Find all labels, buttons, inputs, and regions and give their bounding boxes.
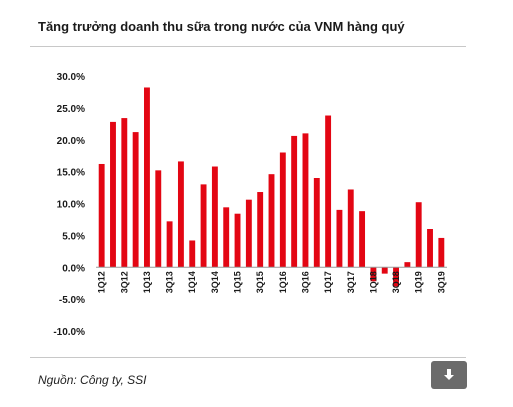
y-tick-label: 25.0% bbox=[57, 104, 85, 115]
y-tick-label: 20.0% bbox=[57, 136, 85, 147]
x-tick-label: 1Q19 bbox=[414, 271, 424, 293]
x-tick-label: 3Q16 bbox=[300, 271, 310, 293]
x-tick-label: 3Q18 bbox=[391, 271, 401, 293]
bar-3Q14 bbox=[211, 166, 218, 268]
bar-3Q19 bbox=[438, 237, 445, 268]
bar-1Q19 bbox=[415, 202, 422, 268]
bar-3Q17 bbox=[347, 189, 354, 268]
x-tick-label: 1Q15 bbox=[233, 271, 243, 293]
download-button[interactable] bbox=[431, 361, 467, 389]
source-note: Nguồn: Công ty, SSI bbox=[38, 373, 147, 387]
bar-4Q17 bbox=[359, 211, 366, 268]
y-tick-label: 30.0% bbox=[57, 72, 85, 83]
y-tick-label: 15.0% bbox=[57, 168, 85, 179]
top-divider bbox=[30, 46, 466, 47]
bar-2Q13 bbox=[155, 170, 162, 268]
bar-1Q12 bbox=[98, 163, 105, 268]
y-tick-label: -5.0% bbox=[59, 295, 85, 306]
x-tick-label: 3Q14 bbox=[210, 271, 220, 293]
bar-4Q12 bbox=[132, 132, 139, 268]
x-tick-label: 3Q19 bbox=[436, 271, 446, 293]
bar-3Q15 bbox=[257, 192, 264, 268]
bar-1Q17 bbox=[325, 115, 332, 268]
y-tick-label: 5.0% bbox=[62, 231, 85, 242]
bar-4Q15 bbox=[268, 174, 275, 268]
bar-1Q13 bbox=[144, 87, 150, 268]
bar-1Q16 bbox=[279, 152, 286, 268]
x-axis: 1Q12 3Q12 1Q13 3Q13 1Q14 3Q14 1Q15 3Q15 1Q16 3Q16… bbox=[96, 266, 447, 293]
download-arrow-icon bbox=[444, 369, 454, 380]
x-tick-label: 1Q18 bbox=[368, 271, 378, 293]
x-tick-label: 3Q15 bbox=[255, 271, 265, 293]
x-tick-label: 1Q16 bbox=[278, 271, 288, 293]
bar-3Q16 bbox=[302, 133, 309, 268]
x-tick-label: 1Q17 bbox=[323, 271, 333, 293]
bottom-divider bbox=[30, 357, 466, 358]
bar-1Q18 bbox=[370, 267, 377, 282]
bar-4Q16 bbox=[313, 178, 320, 268]
bar-1Q14 bbox=[189, 240, 196, 268]
bar-3Q13 bbox=[166, 221, 173, 268]
bar-4Q14 bbox=[223, 207, 230, 268]
bar-1Q15 bbox=[234, 213, 241, 268]
x-tick-label: 3Q12 bbox=[119, 271, 129, 293]
bar-2Q19 bbox=[427, 229, 433, 268]
bar-4Q18 bbox=[404, 262, 411, 268]
y-tick-label: 0.0% bbox=[62, 263, 85, 274]
chart-title: Tăng trưởng doanh thu sữa trong nước của… bbox=[38, 19, 405, 34]
bar-chart: 30.0% 25.0% 20.0% 15.0% 10.0% 5.0% 0.0% -5.0% -1… bbox=[53, 72, 447, 338]
bar-3Q18 bbox=[393, 267, 399, 287]
bar-4Q13 bbox=[177, 161, 184, 268]
x-tick-label: 3Q13 bbox=[165, 271, 175, 293]
x-tick-label: 1Q13 bbox=[142, 271, 152, 293]
bar-2Q12 bbox=[110, 121, 116, 268]
bar-3Q12 bbox=[121, 118, 128, 268]
x-tick-label: 3Q17 bbox=[346, 271, 356, 293]
y-axis: 30.0% 25.0% 20.0% 15.0% 10.0% 5.0% 0.0% -5.0% -1… bbox=[53, 72, 85, 338]
y-tick-label: -10.0% bbox=[53, 327, 85, 338]
bars bbox=[98, 87, 445, 287]
bar-2Q17 bbox=[336, 209, 343, 268]
y-tick-label: 10.0% bbox=[57, 200, 85, 211]
x-tick-label: 1Q12 bbox=[97, 271, 107, 293]
bar-2Q15 bbox=[245, 199, 252, 268]
bar-2Q18 bbox=[381, 267, 388, 274]
bar-2Q16 bbox=[291, 135, 298, 268]
x-tick-label: 1Q14 bbox=[187, 271, 197, 293]
bar-2Q14 bbox=[200, 184, 207, 268]
